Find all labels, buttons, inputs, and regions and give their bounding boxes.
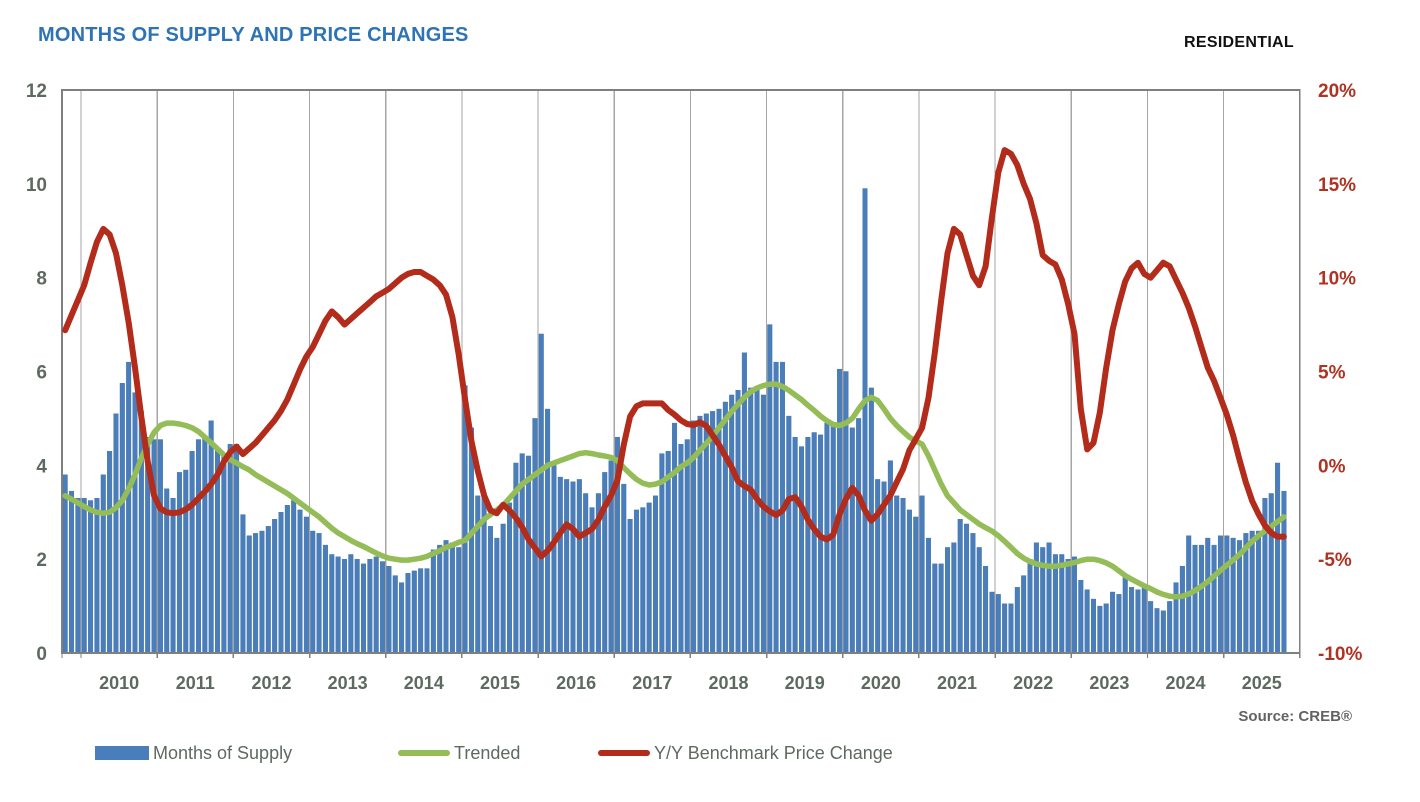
x-axis-tick-marks <box>61 653 1301 658</box>
svg-text:2012: 2012 <box>251 673 291 693</box>
legend-line-swatch <box>598 750 650 756</box>
svg-text:2023: 2023 <box>1089 673 1129 693</box>
svg-text:12: 12 <box>26 81 47 102</box>
svg-text:10%: 10% <box>1318 269 1356 290</box>
svg-text:2014: 2014 <box>404 673 444 693</box>
svg-text:2011: 2011 <box>176 673 215 693</box>
svg-text:-10%: -10% <box>1318 644 1362 665</box>
svg-text:0: 0 <box>36 644 47 665</box>
legend-item-y-y-benchmark-price-change: Y/Y Benchmark Price Change <box>598 740 893 766</box>
plot-border <box>61 89 1301 654</box>
legend-label: Y/Y Benchmark Price Change <box>654 742 893 763</box>
legend-line-swatch <box>398 750 450 756</box>
svg-text:0%: 0% <box>1318 456 1346 477</box>
chart-legend: Months of Supply Trended Y/Y Benchmark Pri… <box>0 740 1420 766</box>
x-axis-year-labels: 2010 2011 2012 2013 2014 2015 2016 2017 2018 2019… <box>99 673 1282 693</box>
svg-text:2018: 2018 <box>708 673 748 693</box>
svg-text:2022: 2022 <box>1013 673 1053 693</box>
svg-text:5%: 5% <box>1318 363 1346 384</box>
svg-text:2015: 2015 <box>480 673 520 693</box>
legend-bar-swatch <box>95 746 149 760</box>
source-attribution: Source: CREB® <box>1238 708 1352 725</box>
page-title: MONTHS OF SUPPLY AND PRICE CHANGES <box>38 24 469 46</box>
y-right-axis-labels: -10% -5% 0% 5% 10% 15% 20% <box>1318 81 1362 665</box>
legend-item-months-of-supply: Months of Supply <box>95 740 292 766</box>
year-gridlines <box>80 90 1225 653</box>
category-label: RESIDENTIAL <box>1184 34 1294 51</box>
legend-item-trended: Trended <box>398 740 520 766</box>
svg-text:2: 2 <box>36 550 47 571</box>
svg-text:2016: 2016 <box>556 673 596 693</box>
svg-text:4: 4 <box>36 456 47 477</box>
svg-text:10: 10 <box>26 175 47 196</box>
svg-text:2019: 2019 <box>785 673 825 693</box>
months-of-supply-bars <box>62 188 1287 654</box>
svg-text:8: 8 <box>36 269 47 290</box>
svg-text:2017: 2017 <box>632 673 672 693</box>
svg-text:2021: 2021 <box>937 673 977 693</box>
svg-text:2013: 2013 <box>328 673 368 693</box>
svg-text:20%: 20% <box>1318 81 1356 102</box>
trended-line <box>62 381 1287 600</box>
svg-text:2025: 2025 <box>1242 673 1282 693</box>
legend-label: Trended <box>454 742 521 763</box>
svg-text:2010: 2010 <box>99 673 139 693</box>
svg-text:2024: 2024 <box>1166 673 1206 693</box>
price-change-line <box>62 147 1287 560</box>
y-left-axis-labels: 0 2 4 6 8 10 12 <box>26 81 48 665</box>
svg-text:-5%: -5% <box>1318 550 1352 571</box>
svg-text:2020: 2020 <box>861 673 901 693</box>
svg-text:15%: 15% <box>1318 175 1356 196</box>
svg-text:6: 6 <box>36 363 47 384</box>
legend-label: Months of Supply <box>153 742 293 763</box>
